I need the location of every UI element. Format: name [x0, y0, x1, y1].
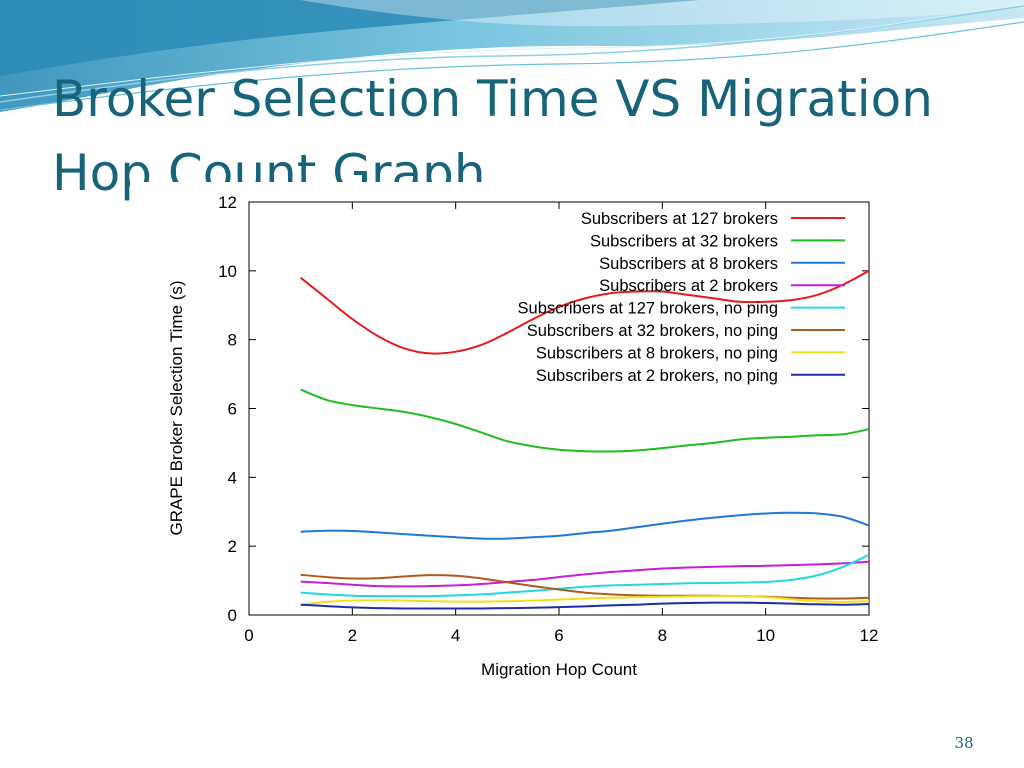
x-tick-label: 2	[348, 626, 357, 645]
x-tick-label: 0	[244, 626, 253, 645]
line-chart: 0 2 4 6 8 10 12 0 2 4 6 8 10 12 Subscribers at 127 b…	[167, 193, 878, 679]
y-tick-label: 12	[218, 193, 237, 212]
series-line-3	[300, 511, 870, 540]
y-tick-label: 6	[228, 400, 237, 419]
series-line-4	[300, 560, 870, 588]
series-line-5	[300, 553, 870, 598]
legend-label: Subscribers at 8 brokers, no ping	[536, 344, 778, 362]
series-line-2	[300, 388, 870, 453]
axis-ticks	[248, 201, 870, 616]
legend-label: Subscribers at 32 brokers	[590, 232, 778, 250]
y-tick-label: 8	[228, 331, 237, 350]
y-tick-label: 0	[228, 606, 237, 625]
legend-label: Subscribers at 127 brokers, no ping	[518, 300, 778, 318]
y-axis-label: GRAPE Broker Selection Time (s)	[167, 280, 186, 535]
slide-number: 38	[954, 734, 974, 752]
y-tick-label: 10	[218, 262, 237, 281]
series-line-8	[300, 601, 870, 610]
x-axis-label: Migration Hop Count	[481, 660, 637, 679]
legend-label: Subscribers at 2 brokers, no ping	[536, 367, 778, 385]
y-tick-label: 4	[228, 468, 237, 487]
legend-label: Subscribers at 127 brokers	[581, 210, 778, 228]
x-tick-label: 10	[756, 626, 775, 645]
x-tick-label: 12	[860, 626, 879, 645]
x-tick-label: 4	[451, 626, 460, 645]
header-wave-decoration	[0, 0, 1024, 112]
legend-label: Subscribers at 2 brokers	[599, 277, 778, 295]
series-lines	[300, 269, 870, 610]
legend: Subscribers at 127 brokers Subscribers at…	[518, 210, 845, 385]
x-tick-label: 8	[658, 626, 667, 645]
series-line-1	[300, 269, 870, 355]
legend-label: Subscribers at 8 brokers	[599, 255, 778, 273]
series-line-7	[300, 594, 870, 606]
legend-label: Subscribers at 32 brokers, no ping	[527, 322, 778, 340]
y-tick-label: 2	[228, 537, 237, 556]
slide-title: Broker Selection Time VS Migration Hop C…	[52, 70, 933, 202]
x-tick-label: 6	[554, 626, 563, 645]
y-tick-labels: 0 2 4 6 8 10 12	[218, 193, 237, 625]
x-tick-labels: 0 2 4 6 8 10 12	[244, 626, 878, 645]
